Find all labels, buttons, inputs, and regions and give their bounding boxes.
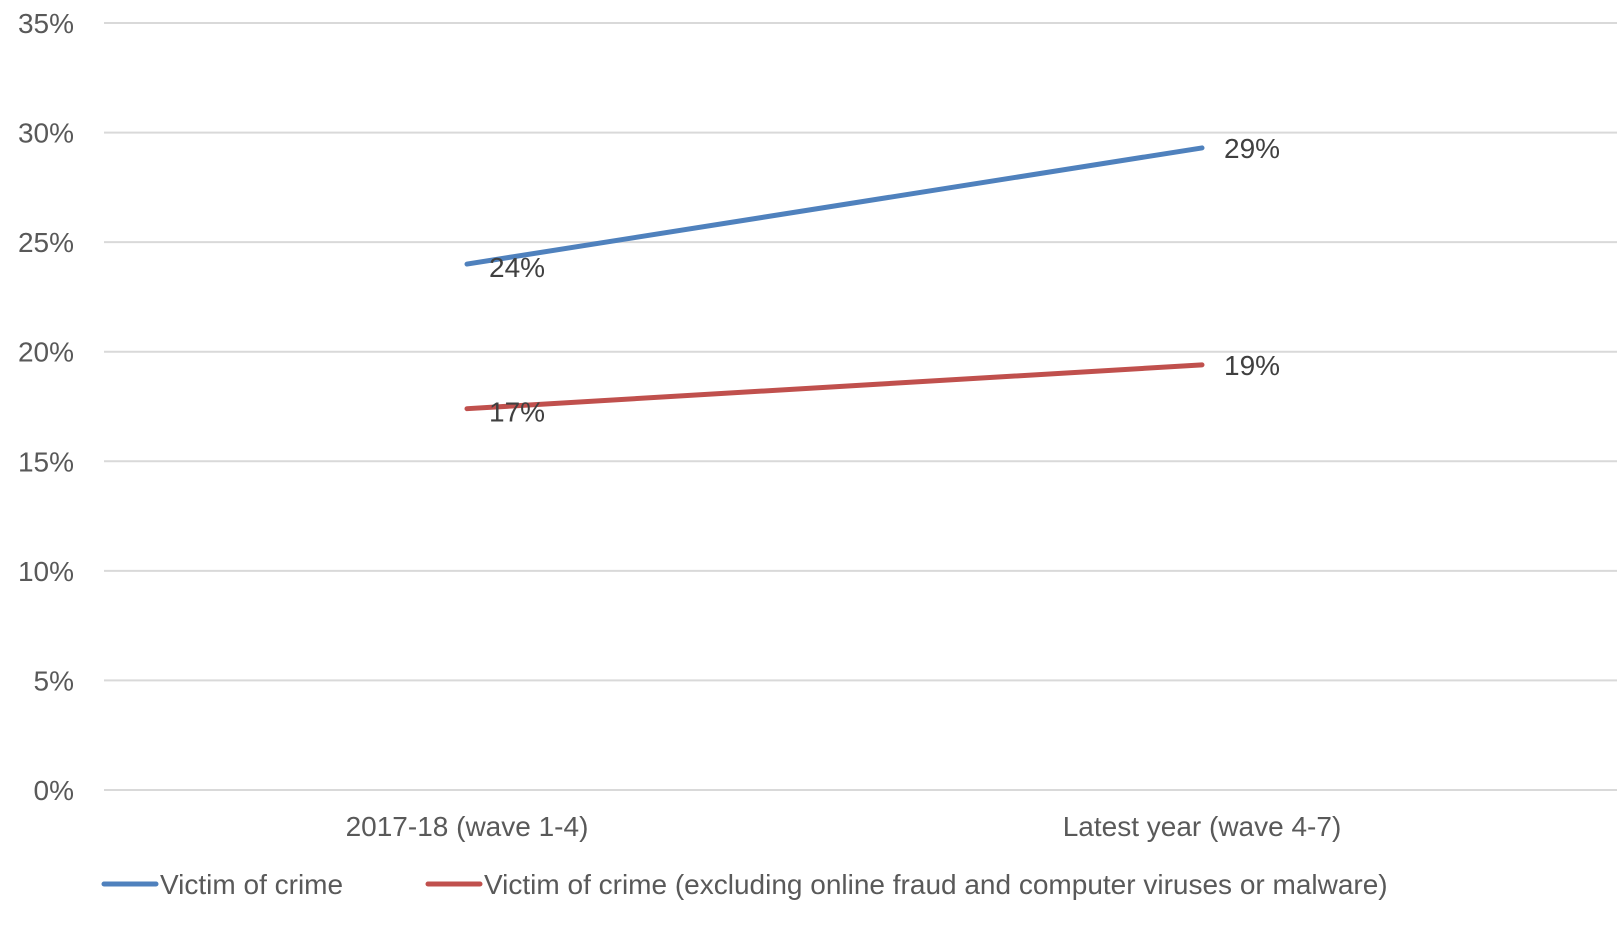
x-tick-label-2017-18-wave-1-4: 2017-18 (wave 1-4) <box>346 811 589 842</box>
x-axis-tick-labels: 2017-18 (wave 1-4) Latest year (wave 4-7) <box>346 811 1342 842</box>
y-axis-tick-labels: 0% 5% 10% 15% 20% 25% 30% 35% <box>18 8 74 806</box>
y-tick-label-0: 0% <box>34 775 74 806</box>
series-lines <box>464 145 1205 412</box>
legend-label-1: Victim of crime <box>160 869 343 900</box>
series-line-2 <box>464 362 1205 412</box>
legend-label-2: Victim of crime (excluding online fraud … <box>484 869 1388 900</box>
y-tick-label-5: 5% <box>34 665 74 696</box>
legend: Victim of crime Victim of crime (excludin… <box>101 869 1388 900</box>
data-label-series-2-point-2: 19% <box>1224 350 1280 381</box>
x-tick-label-latest-year-wave-4-7: Latest year (wave 4-7) <box>1063 811 1342 842</box>
y-tick-label-25: 25% <box>18 227 74 258</box>
data-label-series-2-point-1: 17% <box>489 397 545 428</box>
y-tick-label-10: 10% <box>18 556 74 587</box>
y-tick-label-15: 15% <box>18 446 74 477</box>
data-label-series-1-point-1: 24% <box>489 252 545 283</box>
series-line-1 <box>464 145 1205 267</box>
y-tick-label-35: 35% <box>18 8 74 39</box>
data-label-series-1-point-2: 29% <box>1224 133 1280 164</box>
data-labels: 24% 29% 17% 19% <box>489 133 1280 428</box>
y-tick-label-20: 20% <box>18 337 74 368</box>
gridlines <box>104 22 1617 791</box>
y-tick-label-30: 30% <box>18 118 74 149</box>
